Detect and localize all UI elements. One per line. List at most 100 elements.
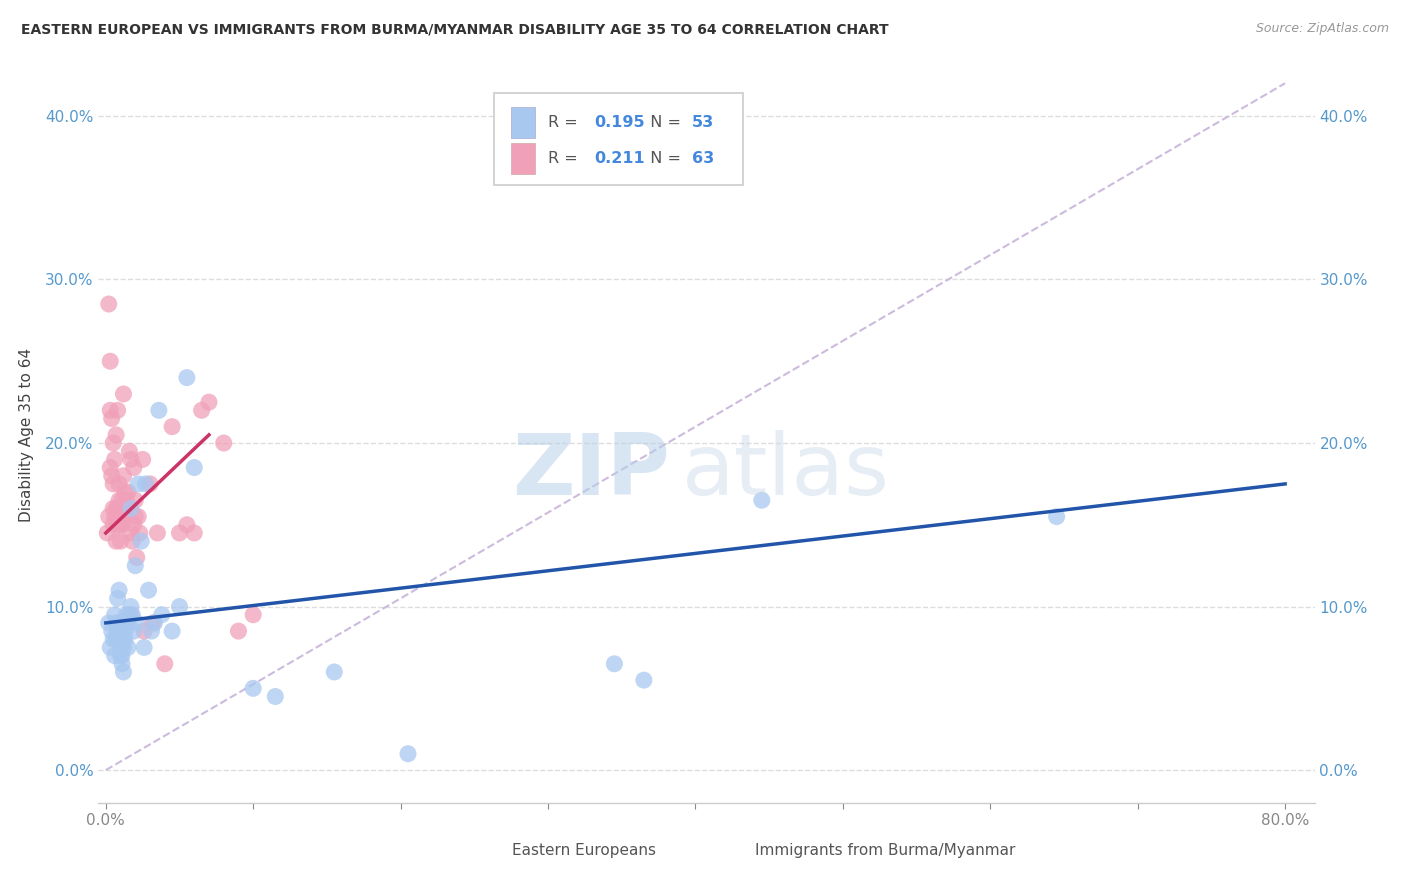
- FancyBboxPatch shape: [510, 144, 536, 174]
- Point: [108, 632, 131, 647]
- Point: [96, 526, 118, 541]
- Point: [125, 550, 148, 565]
- Point: [107, 517, 129, 532]
- Point: [141, 624, 163, 639]
- Text: Source: ZipAtlas.com: Source: ZipAtlas.com: [1256, 22, 1389, 36]
- Point: [97, 509, 120, 524]
- Text: atlas: atlas: [682, 430, 890, 513]
- Point: [105, 501, 128, 516]
- Point: [242, 607, 264, 622]
- Point: [100, 468, 122, 483]
- Point: [176, 517, 198, 532]
- Point: [101, 501, 124, 516]
- Point: [190, 403, 212, 417]
- Point: [120, 452, 142, 467]
- Text: 0.211: 0.211: [595, 152, 645, 167]
- Point: [120, 501, 142, 516]
- Point: [135, 476, 157, 491]
- Point: [112, 665, 135, 679]
- Point: [115, 607, 138, 622]
- Text: ZIP: ZIP: [512, 430, 671, 513]
- Point: [107, 591, 129, 606]
- Point: [323, 665, 346, 679]
- Point: [111, 657, 134, 671]
- Point: [108, 476, 131, 491]
- Point: [98, 640, 121, 655]
- Point: [134, 640, 156, 655]
- Point: [117, 501, 139, 516]
- Point: [110, 517, 132, 532]
- Point: [124, 509, 146, 524]
- Point: [122, 517, 145, 532]
- Point: [115, 509, 138, 524]
- Point: [108, 583, 131, 598]
- Point: [104, 607, 127, 622]
- Point: [212, 436, 235, 450]
- Point: [107, 403, 129, 417]
- Point: [117, 485, 139, 500]
- Point: [98, 403, 121, 417]
- Point: [115, 493, 138, 508]
- Point: [104, 452, 127, 467]
- Point: [114, 632, 136, 647]
- Point: [1046, 509, 1069, 524]
- Point: [143, 615, 166, 630]
- Point: [148, 403, 170, 417]
- Point: [153, 657, 176, 671]
- Point: [121, 534, 143, 549]
- Point: [142, 615, 165, 630]
- Point: [124, 493, 146, 508]
- Point: [114, 624, 136, 639]
- Point: [176, 370, 198, 384]
- Text: Immigrants from Burma/Myanmar: Immigrants from Burma/Myanmar: [755, 843, 1015, 858]
- Point: [105, 615, 128, 630]
- Point: [110, 501, 132, 516]
- Text: EASTERN EUROPEAN VS IMMIGRANTS FROM BURMA/MYANMAR DISABILITY AGE 35 TO 64 CORREL: EASTERN EUROPEAN VS IMMIGRANTS FROM BURM…: [21, 22, 889, 37]
- Point: [114, 485, 136, 500]
- Point: [120, 526, 142, 541]
- Point: [122, 460, 145, 475]
- Point: [122, 624, 145, 639]
- Point: [101, 476, 124, 491]
- Point: [131, 452, 153, 467]
- Point: [97, 615, 120, 630]
- Point: [120, 599, 142, 614]
- Point: [183, 460, 205, 475]
- Point: [114, 509, 136, 524]
- Point: [101, 632, 124, 647]
- Point: [110, 534, 132, 549]
- Point: [183, 526, 205, 541]
- Point: [100, 411, 122, 425]
- Point: [114, 501, 136, 516]
- Point: [111, 517, 134, 532]
- Point: [112, 640, 135, 655]
- Point: [160, 419, 183, 434]
- FancyBboxPatch shape: [494, 93, 742, 185]
- Text: 0.195: 0.195: [595, 114, 645, 129]
- Point: [127, 476, 149, 491]
- Point: [110, 648, 132, 663]
- Text: R =: R =: [548, 152, 583, 167]
- Text: 53: 53: [692, 114, 714, 129]
- Point: [603, 657, 626, 671]
- Point: [107, 624, 129, 639]
- Point: [105, 534, 128, 549]
- Point: [104, 648, 127, 663]
- Point: [112, 387, 135, 401]
- Point: [228, 624, 250, 639]
- Point: [150, 607, 173, 622]
- Point: [118, 607, 141, 622]
- Point: [98, 460, 121, 475]
- Point: [105, 427, 128, 442]
- Text: Eastern Europeans: Eastern Europeans: [512, 843, 657, 858]
- Point: [117, 640, 139, 655]
- Point: [104, 509, 127, 524]
- Point: [121, 607, 143, 622]
- Point: [111, 648, 134, 663]
- FancyBboxPatch shape: [474, 838, 503, 864]
- Text: N =: N =: [640, 114, 686, 129]
- Point: [129, 534, 152, 549]
- Point: [633, 673, 655, 688]
- Point: [107, 501, 129, 516]
- Point: [146, 526, 169, 541]
